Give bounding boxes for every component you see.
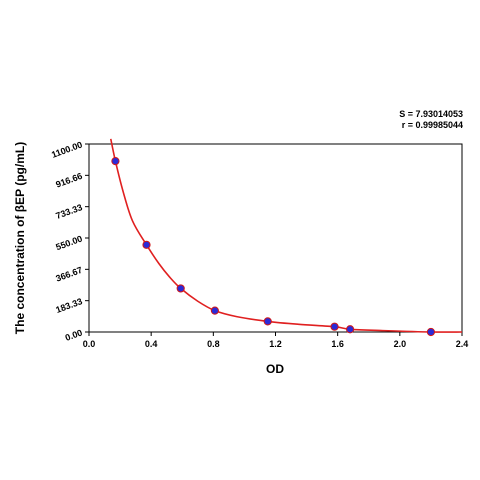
x-tick-label: 2.0 xyxy=(394,339,407,349)
data-point xyxy=(426,327,436,337)
data-point xyxy=(111,156,120,166)
x-tick-label: 0.8 xyxy=(207,339,220,349)
data-point xyxy=(346,325,355,334)
y-axis-ticks: 0.00 183.33 366.67 550.00 733.33 916.66 1100.0… xyxy=(50,139,89,343)
data-point xyxy=(330,322,339,331)
x-axis-title: OD xyxy=(266,362,284,376)
data-point xyxy=(263,317,272,326)
x-axis-ticks: 0.0 0.4 0.8 1.2 1.6 2.0 2.4 xyxy=(83,332,469,349)
data-points xyxy=(111,156,436,337)
y-tick-label: 916.66 xyxy=(54,171,83,190)
plot-area xyxy=(88,143,463,333)
y-tick-label: 550.00 xyxy=(54,233,83,252)
x-tick-label: 1.6 xyxy=(331,339,344,349)
y-tick-label: 366.67 xyxy=(54,265,83,284)
y-tick-label: 733.33 xyxy=(54,202,83,221)
x-tick-label: 0.0 xyxy=(83,339,96,349)
y-tick-label: 1100.00 xyxy=(50,139,84,159)
x-tick-label: 1.2 xyxy=(269,339,282,349)
stat-s: S = 7.93014053 xyxy=(399,109,463,119)
stat-r: r = 0.99985044 xyxy=(402,120,463,130)
data-point xyxy=(142,240,151,249)
y-tick-label: 183.33 xyxy=(54,296,83,315)
x-tick-label: 0.4 xyxy=(145,339,158,349)
y-tick-label: 0.00 xyxy=(64,327,84,342)
y-axis-title: The concentration of βEP (pg/mL) xyxy=(13,142,27,334)
data-point xyxy=(176,284,185,293)
data-point xyxy=(210,306,219,315)
x-tick-label: 2.4 xyxy=(456,339,469,349)
